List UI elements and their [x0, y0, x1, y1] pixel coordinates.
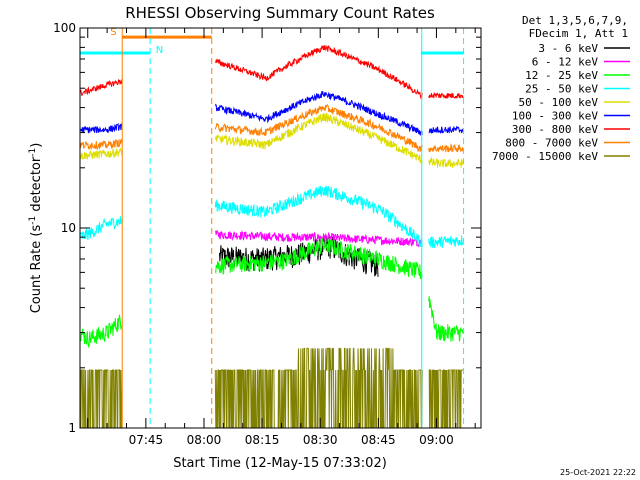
y-tick-label: 10 — [61, 221, 76, 235]
flag-label-s: S — [110, 27, 116, 38]
x-tick-label: 08:30 — [303, 433, 338, 447]
series-trace-7 — [79, 103, 464, 153]
y-axis-label: Count Rate (s-1 detector-1) — [28, 143, 44, 314]
legend-label: 25 - 50 keV — [525, 83, 598, 96]
legend-label: 100 - 300 keV — [512, 110, 598, 123]
y-label-sup-2: -1 — [28, 148, 38, 157]
legend-label: 300 - 800 keV — [512, 123, 598, 136]
chart-title: RHESSI Observing Summary Count Rates — [125, 4, 435, 22]
timestamp: 25-Oct-2021 22:22 — [560, 468, 636, 477]
y-label-sup: -1 — [28, 216, 38, 225]
legend-label: 3 - 6 keV — [538, 42, 598, 55]
legend-label: 7000 - 15000 keV — [492, 150, 598, 163]
x-tick-label: 08:15 — [245, 433, 280, 447]
series-trace-0 — [219, 235, 379, 277]
y-tick-label: 100 — [53, 21, 76, 35]
y-label-suffix: detector — [29, 156, 44, 216]
y-axis: 1 10 100 — [53, 21, 481, 435]
series-trace-3 — [79, 185, 464, 249]
legend-header-1: Det 1,3,5,6,7,9, — [522, 14, 628, 27]
x-tick-label: 08:45 — [361, 433, 396, 447]
y-tick-label: 1 — [68, 421, 76, 435]
series-trace-6 — [79, 44, 464, 100]
legend-label: 800 - 7000 keV — [505, 137, 598, 150]
legend-header-2: FDecim 1, Att 1 — [529, 27, 628, 40]
x-tick-label: 09:00 — [419, 433, 454, 447]
legend: Det 1,3,5,6,7,9, FDecim 1, Att 1 3 - 6 k… — [492, 14, 630, 163]
y-label-prefix: Count Rate (s — [29, 225, 44, 314]
series-trace-2 — [79, 237, 464, 349]
plot-area: SN — [79, 27, 465, 429]
x-tick-label: 08:00 — [187, 433, 222, 447]
x-tick-label: 07:45 — [129, 433, 164, 447]
legend-label: 12 - 25 keV — [525, 69, 598, 82]
series-trace-5 — [79, 91, 464, 136]
legend-label: 50 - 100 keV — [519, 96, 599, 109]
legend-label: 6 - 12 keV — [532, 56, 599, 69]
series-trace-1 — [215, 229, 422, 248]
x-axis: 07:45 08:00 08:15 08:30 08:45 09:00 — [87, 28, 476, 447]
y-label-end: ) — [29, 143, 44, 148]
flag-label-n: N — [156, 45, 163, 56]
series-trace-4 — [79, 112, 464, 169]
x-axis-label: Start Time (12-May-15 07:33:02) — [173, 456, 387, 471]
